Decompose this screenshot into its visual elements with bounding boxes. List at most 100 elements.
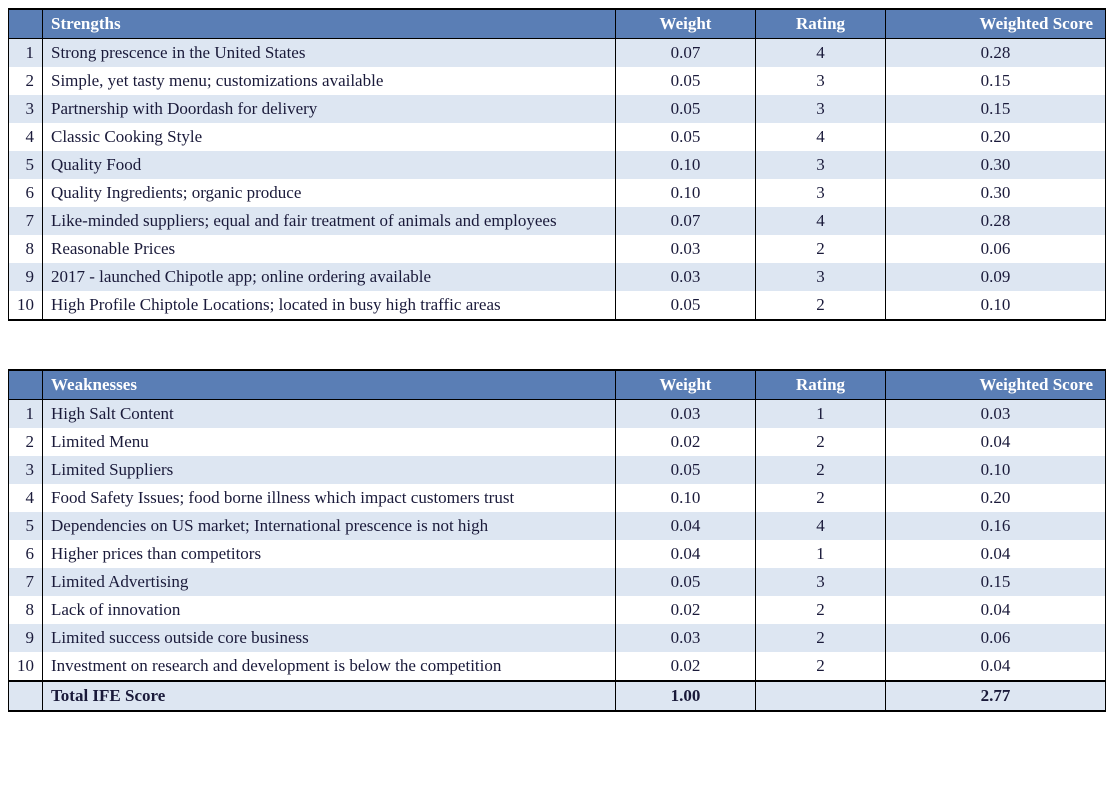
row-score: 0.10 [886,291,1106,320]
table-row: 92017 - launched Chipotle app; online or… [9,263,1106,291]
total-row: Total IFE Score1.002.77 [9,681,1106,711]
row-score: 0.04 [886,540,1106,568]
row-desc: Limited Advertising [43,568,616,596]
row-score: 0.20 [886,123,1106,151]
row-weight: 0.07 [616,207,756,235]
row-number: 4 [9,123,43,151]
row-weight: 0.03 [616,235,756,263]
table-row: 1High Salt Content0.0310.03 [9,400,1106,429]
row-desc: Quality Food [43,151,616,179]
row-weight: 0.04 [616,512,756,540]
row-desc: Limited Menu [43,428,616,456]
table-row: 5Quality Food0.1030.30 [9,151,1106,179]
row-number: 7 [9,207,43,235]
total-num [9,681,43,711]
row-desc: High Salt Content [43,400,616,429]
row-number: 2 [9,67,43,95]
strengths-header-score: Weighted Score [886,9,1106,39]
row-weight: 0.03 [616,624,756,652]
row-score: 0.06 [886,624,1106,652]
row-rating: 4 [756,207,886,235]
table-row: 7Like-minded suppliers; equal and fair t… [9,207,1106,235]
row-desc: High Profile Chiptole Locations; located… [43,291,616,320]
row-rating: 3 [756,151,886,179]
row-rating: 3 [756,568,886,596]
row-desc: Like-minded suppliers; equal and fair tr… [43,207,616,235]
total-rating [756,681,886,711]
row-score: 0.28 [886,207,1106,235]
row-weight: 0.03 [616,400,756,429]
strengths-table: Strengths Weight Rating Weighted Score 1… [8,8,1106,321]
row-desc: Investment on research and development i… [43,652,616,681]
table-row: 3Partnership with Doordash for delivery0… [9,95,1106,123]
row-weight: 0.05 [616,291,756,320]
table-row: 5Dependencies on US market; Internationa… [9,512,1106,540]
row-score: 0.15 [886,568,1106,596]
total-weight: 1.00 [616,681,756,711]
row-desc: Partnership with Doordash for delivery [43,95,616,123]
strengths-header-row: Strengths Weight Rating Weighted Score [9,9,1106,39]
row-rating: 3 [756,67,886,95]
row-desc: Limited Suppliers [43,456,616,484]
table-row: 6Quality Ingredients; organic produce0.1… [9,179,1106,207]
row-weight: 0.10 [616,179,756,207]
table-row: 7Limited Advertising0.0530.15 [9,568,1106,596]
weaknesses-header-num [9,370,43,400]
weaknesses-header-rating: Rating [756,370,886,400]
row-number: 6 [9,179,43,207]
weaknesses-table: Weaknesses Weight Rating Weighted Score … [8,369,1106,712]
row-number: 9 [9,624,43,652]
table-row: 9Limited success outside core business0.… [9,624,1106,652]
row-weight: 0.02 [616,652,756,681]
row-score: 0.15 [886,67,1106,95]
weaknesses-header-weight: Weight [616,370,756,400]
table-row: 10Investment on research and development… [9,652,1106,681]
row-number: 5 [9,151,43,179]
row-number: 10 [9,652,43,681]
row-number: 5 [9,512,43,540]
row-desc: Strong prescence in the United States [43,39,616,68]
row-desc: Food Safety Issues; food borne illness w… [43,484,616,512]
row-number: 10 [9,291,43,320]
row-score: 0.03 [886,400,1106,429]
row-desc: Quality Ingredients; organic produce [43,179,616,207]
table-row: 6Higher prices than competitors0.0410.04 [9,540,1106,568]
row-rating: 2 [756,596,886,624]
row-weight: 0.04 [616,540,756,568]
row-rating: 3 [756,179,886,207]
row-score: 0.06 [886,235,1106,263]
row-rating: 2 [756,624,886,652]
row-rating: 2 [756,291,886,320]
row-score: 0.16 [886,512,1106,540]
table-row: 2Simple, yet tasty menu; customizations … [9,67,1106,95]
row-desc: Reasonable Prices [43,235,616,263]
row-weight: 0.05 [616,456,756,484]
row-score: 0.30 [886,179,1106,207]
strengths-header-weight: Weight [616,9,756,39]
row-weight: 0.10 [616,484,756,512]
row-desc: 2017 - launched Chipotle app; online ord… [43,263,616,291]
row-number: 8 [9,596,43,624]
row-weight: 0.05 [616,67,756,95]
table-row: 1Strong prescence in the United States0.… [9,39,1106,68]
row-number: 6 [9,540,43,568]
row-rating: 2 [756,428,886,456]
row-score: 0.20 [886,484,1106,512]
row-number: 8 [9,235,43,263]
weaknesses-header-row: Weaknesses Weight Rating Weighted Score [9,370,1106,400]
row-weight: 0.07 [616,39,756,68]
row-score: 0.28 [886,39,1106,68]
row-number: 4 [9,484,43,512]
row-weight: 0.05 [616,568,756,596]
strengths-header-num [9,9,43,39]
row-desc: Lack of innovation [43,596,616,624]
row-rating: 2 [756,235,886,263]
row-weight: 0.03 [616,263,756,291]
row-rating: 4 [756,39,886,68]
row-rating: 4 [756,123,886,151]
row-number: 3 [9,456,43,484]
strengths-tbody: 1Strong prescence in the United States0.… [9,39,1106,321]
table-row: 3Limited Suppliers0.0520.10 [9,456,1106,484]
row-score: 0.04 [886,596,1106,624]
row-weight: 0.05 [616,123,756,151]
